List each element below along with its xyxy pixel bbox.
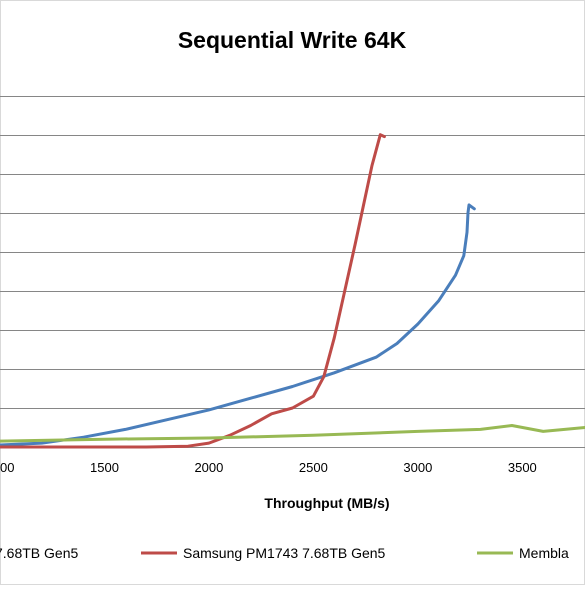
x-tick-label: 3500	[508, 460, 537, 475]
legend-label-3: Membla	[519, 545, 569, 561]
x-tick-label: 2500	[299, 460, 328, 475]
x-axis-title: Throughput (MB/s)	[264, 495, 389, 511]
x-tick-label: 1000	[0, 460, 14, 475]
x-tick-label: 3000	[403, 460, 432, 475]
series-line-3	[0, 424, 585, 443]
x-tick-label: 1500	[90, 460, 119, 475]
series-line-1	[0, 203, 476, 447]
gridlines	[0, 96, 585, 409]
series-lines	[0, 133, 585, 449]
x-tick-label: 2000	[194, 460, 223, 475]
legend-label-2: Samsung PM1743 7.68TB Gen5	[183, 545, 386, 561]
series-line-2	[0, 133, 386, 449]
legend: 7.68TB Gen5 Samsung PM1743 7.68TB Gen5 Mem…	[0, 545, 569, 561]
legend-label-1: 7.68TB Gen5	[0, 545, 78, 561]
chart-title: Sequential Write 64K	[178, 27, 407, 53]
